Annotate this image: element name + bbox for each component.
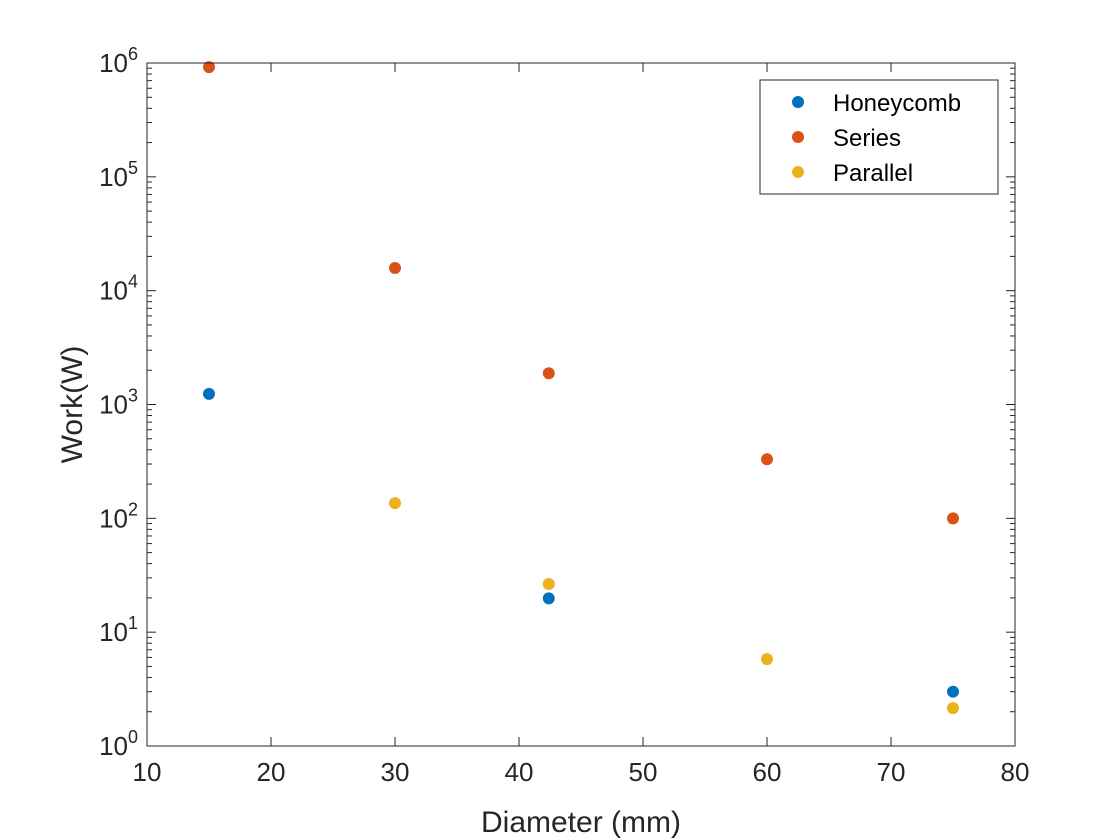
legend-item-parallel: Parallel <box>792 160 913 187</box>
x-tick-label: 10 <box>133 757 162 787</box>
legend-item-series: Series <box>792 125 901 152</box>
plot-frame <box>146 62 1016 747</box>
y-tick-label: 106 <box>99 44 138 78</box>
data-point <box>761 453 773 466</box>
y-tick-label: 104 <box>99 272 138 306</box>
y-tick-label: 103 <box>99 386 138 420</box>
data-point <box>947 702 959 715</box>
data-point <box>542 577 555 590</box>
data-point <box>203 387 215 400</box>
x-axis-title: Diameter (mm) <box>481 806 681 839</box>
y-tick-label: 101 <box>99 613 138 647</box>
data-point <box>203 61 215 74</box>
data-point <box>947 685 959 698</box>
legend-label: Parallel <box>833 160 913 187</box>
y-tick-label: 105 <box>99 158 138 192</box>
x-tick-label: 80 <box>1001 757 1030 787</box>
x-tick-label: 70 <box>877 757 906 787</box>
x-tick-label: 50 <box>629 757 658 787</box>
y-tick-label: 100 <box>99 727 138 761</box>
x-tick-label: 60 <box>753 757 782 787</box>
legend-item-honeycomb: Honeycomb <box>792 90 961 117</box>
data-point <box>542 367 555 380</box>
x-tick-label: 40 <box>505 757 534 787</box>
data-point <box>947 512 959 525</box>
series-honeycomb <box>203 387 959 698</box>
series-parallel <box>389 497 959 715</box>
y-tick-label: 102 <box>99 499 138 533</box>
data-point <box>389 497 401 510</box>
legend-marker <box>792 131 804 143</box>
x-tick-label: 30 <box>381 757 410 787</box>
legend-label: Series <box>833 125 901 152</box>
x-tick-label: 20 <box>257 757 286 787</box>
y-axis-title: Work(W) <box>56 346 89 464</box>
legend-marker <box>792 166 804 178</box>
series-series <box>203 61 959 525</box>
legend-label: Honeycomb <box>833 90 961 117</box>
legend: Honeycomb Series Parallel <box>759 79 999 195</box>
data-point <box>761 653 773 666</box>
legend-marker <box>792 96 804 108</box>
data-point <box>389 262 401 275</box>
data-point <box>542 592 555 605</box>
